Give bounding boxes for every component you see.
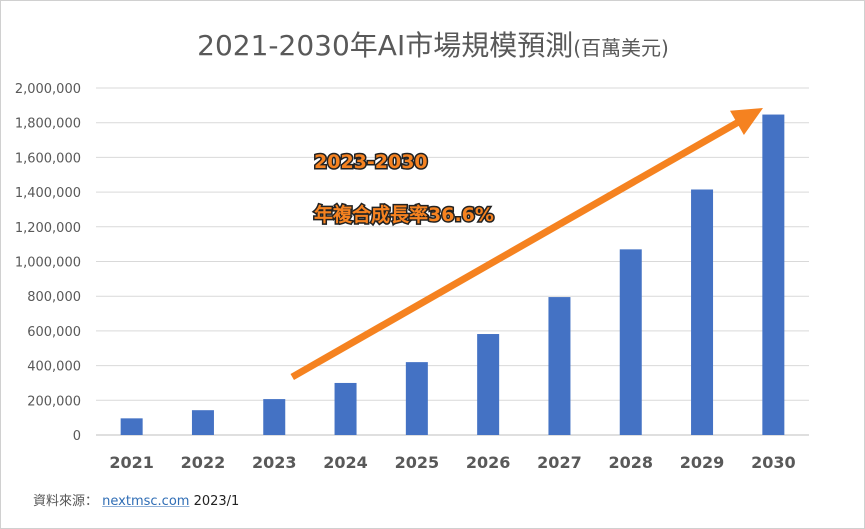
annotation-cagr: 年複合成長率36.6% [314, 203, 494, 226]
bar-2030 [762, 114, 785, 435]
chart-title: 2021-2030年AI市場規模預測(百萬美元) [197, 29, 669, 62]
x-tick-label: 2025 [395, 453, 440, 472]
bar-2022 [191, 410, 214, 435]
x-tick-label: 2027 [537, 453, 582, 472]
annotation-period: 2023-2030 [314, 151, 428, 173]
source-date: 2023/1 [193, 494, 240, 509]
y-tick-label: 800,000 [27, 290, 81, 305]
y-tick-label: 1,000,000 [15, 256, 81, 271]
bar-2023 [263, 399, 286, 435]
bar-2025 [405, 362, 428, 435]
bar-2026 [477, 334, 500, 435]
x-tick-label: 2026 [466, 453, 511, 472]
bar-2024 [334, 382, 357, 435]
bar-2027 [548, 297, 571, 435]
x-tick-label: 2022 [181, 453, 226, 472]
y-tick-label: 0 [73, 429, 81, 444]
growth-arrow [290, 108, 763, 381]
y-tick-label: 1,800,000 [15, 117, 81, 132]
arrow-shape [290, 108, 763, 381]
x-tick-label: 2024 [323, 453, 368, 472]
y-tick-label: 1,200,000 [15, 221, 81, 236]
x-tick-label: 2028 [608, 453, 653, 472]
y-tick-label: 400,000 [27, 360, 81, 375]
bar-2021 [120, 418, 143, 435]
x-tick-label: 2021 [109, 453, 154, 472]
source-link[interactable]: nextmsc.com [102, 494, 190, 509]
x-tick-label: 2030 [751, 453, 796, 472]
x-tick-label: 2029 [680, 453, 725, 472]
x-tick-label: 2023 [252, 453, 297, 472]
source-label: 資料來源： [33, 494, 99, 509]
y-tick-label: 1,400,000 [15, 186, 81, 201]
y-tick-label: 1,600,000 [15, 151, 81, 166]
bar-2029 [691, 189, 714, 435]
y-tick-label: 600,000 [27, 325, 81, 340]
bar-2028 [619, 249, 642, 435]
y-tick-label: 2,000,000 [15, 82, 81, 97]
y-tick-label: 200,000 [27, 394, 81, 409]
source-note: 資料來源： nextmsc.com 2023/1 [33, 490, 239, 509]
